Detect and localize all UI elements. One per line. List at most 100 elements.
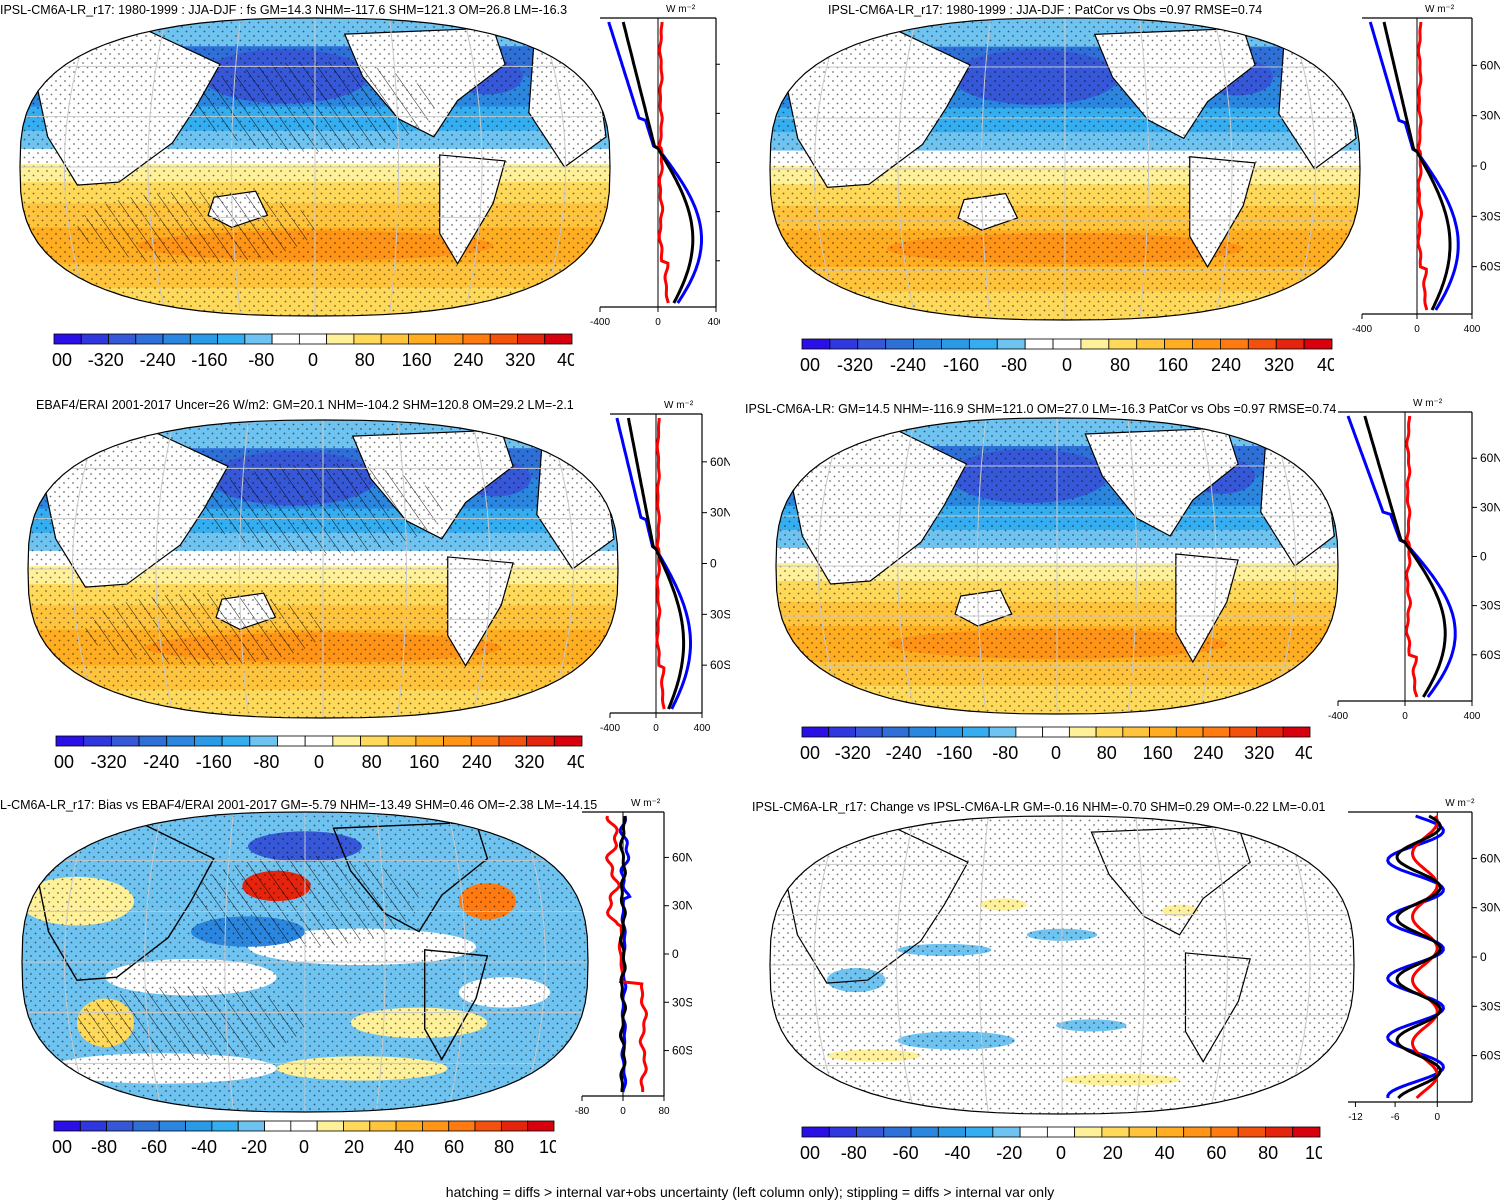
colorbar-swatch xyxy=(1282,726,1311,738)
colorbar-swatch xyxy=(290,1120,318,1132)
profile-curve-black xyxy=(621,21,695,304)
profile-xtick: 0 xyxy=(1414,324,1420,335)
colorbar-swatch xyxy=(855,726,883,738)
colorbar-swatch xyxy=(1019,1126,1048,1138)
colorbar-label: -320 xyxy=(91,752,127,772)
profile-ytick: 60S xyxy=(1480,648,1500,662)
colorbar-swatch xyxy=(415,735,444,747)
world-map xyxy=(19,17,611,317)
profile-ytick: 60S xyxy=(710,658,730,672)
profile-xtick: 400 xyxy=(708,317,720,328)
profile-xtick: -400 xyxy=(600,723,620,734)
colorbar-swatch xyxy=(408,333,437,345)
colorbar-swatch xyxy=(962,726,990,738)
colorbar-swatch xyxy=(1247,338,1277,350)
profile-ytick: 30S xyxy=(1480,999,1500,1013)
colorbar-label: 320 xyxy=(1264,355,1294,375)
profile-ytick: 30S xyxy=(672,995,692,1009)
colorbar-swatch xyxy=(828,1126,857,1138)
colorbar-swatch xyxy=(1080,338,1110,350)
profile-ytick: 30S xyxy=(1480,599,1500,613)
colorbar-swatch xyxy=(965,1126,994,1138)
profile-xtick: 400 xyxy=(1464,324,1481,335)
profile-xtick: 400 xyxy=(1464,711,1481,722)
panel-title: IPSL-CM6A-LR: GM=14.5 NHM=-116.9 SHM=121… xyxy=(745,402,1337,416)
colorbar-swatch xyxy=(988,726,1017,738)
colorbar-swatch xyxy=(53,1120,81,1132)
profile-ytick: 30N xyxy=(710,506,730,520)
profile-unit: W m⁻² xyxy=(631,798,661,809)
profile-ytick: 30N xyxy=(1480,901,1500,915)
colorbar-swatch xyxy=(881,726,910,738)
colorbar-swatch xyxy=(221,735,251,747)
profile-xtick: 400 xyxy=(694,723,711,734)
colorbar-swatch xyxy=(380,333,409,345)
colorbar-label: 60 xyxy=(444,1137,464,1157)
profile-xtick: -12 xyxy=(1348,1112,1363,1123)
colorbar-label: -240 xyxy=(140,350,176,370)
colorbar-swatch xyxy=(908,726,937,738)
colorbar-swatch xyxy=(132,1120,160,1132)
profile-xtick: 0 xyxy=(1434,1112,1440,1123)
colorbar-label: 400 xyxy=(557,350,574,370)
profile-ytick: 0 xyxy=(672,947,679,961)
colorbar-label: 80 xyxy=(1258,1143,1278,1163)
colorbar-swatch xyxy=(1052,338,1082,350)
colorbar-label: 0 xyxy=(1051,743,1061,763)
profile-ytick: 60N xyxy=(1480,851,1500,865)
profile-unit: W m⁻² xyxy=(1413,398,1443,409)
profile-curve-red xyxy=(1404,415,1419,698)
profile-curve-black xyxy=(1382,21,1452,311)
colorbar-label: -20 xyxy=(241,1137,267,1157)
colorbar-swatch xyxy=(1275,338,1305,350)
colorbar-label: -400 xyxy=(54,752,74,772)
colorbar-swatch xyxy=(1149,726,1177,738)
colorbar-label: 320 xyxy=(1244,743,1274,763)
colorbar-swatch xyxy=(1175,726,1204,738)
colorbar-label: 320 xyxy=(505,350,535,370)
colorbar-swatch xyxy=(110,735,140,747)
profile-curve-red xyxy=(655,417,666,710)
colorbar-swatch xyxy=(108,333,137,345)
colorbar-swatch xyxy=(526,735,555,747)
colorbar-label: 100 xyxy=(539,1137,556,1157)
profile-ytick: 0 xyxy=(1480,950,1487,964)
profile-unit: W m⁻² xyxy=(666,4,696,15)
colorbar-swatch xyxy=(828,726,856,738)
profile-ytick: 60N xyxy=(1480,58,1500,72)
profile-xtick: -400 xyxy=(1328,711,1348,722)
profile-curve-blue xyxy=(1346,415,1457,698)
colorbar-swatch xyxy=(517,333,546,345)
profile-curve-black xyxy=(1395,814,1442,1100)
colorbar-swatch xyxy=(470,735,500,747)
colorbar-label: 80 xyxy=(494,1137,514,1157)
colorbar-swatch xyxy=(1015,726,1044,738)
colorbar-swatch xyxy=(360,735,389,747)
colorbar-swatch xyxy=(80,333,109,345)
colorbar-label: 400 xyxy=(567,752,584,772)
colorbar-label: -40 xyxy=(191,1137,217,1157)
colorbar-swatch xyxy=(326,333,355,345)
profile-xtick: 0 xyxy=(653,723,659,734)
profile-xtick: -400 xyxy=(590,317,610,328)
colorbar-swatch xyxy=(271,333,300,345)
colorbar-label: 80 xyxy=(355,350,375,370)
profile-ytick: 60N xyxy=(672,850,692,864)
colorbar-swatch xyxy=(298,333,328,345)
profile-unit: W m⁻² xyxy=(1425,4,1455,15)
profile-xtick: 0 xyxy=(655,317,661,328)
colorbar-swatch xyxy=(1220,338,1249,350)
colorbar-label: 240 xyxy=(462,752,492,772)
world-map xyxy=(21,811,589,1113)
colorbar-label: 20 xyxy=(344,1137,364,1157)
colorbar-label: 0 xyxy=(299,1137,309,1157)
profile-ytick: 30S xyxy=(710,607,730,621)
colorbar-label: 0 xyxy=(308,350,318,370)
profile-ytick: 30S xyxy=(1480,209,1500,223)
colorbar-label: 0 xyxy=(1056,1143,1066,1163)
colorbar-swatch xyxy=(158,1120,186,1132)
profile-curve-black xyxy=(1363,415,1447,698)
profile-xtick: 80 xyxy=(658,1106,670,1117)
